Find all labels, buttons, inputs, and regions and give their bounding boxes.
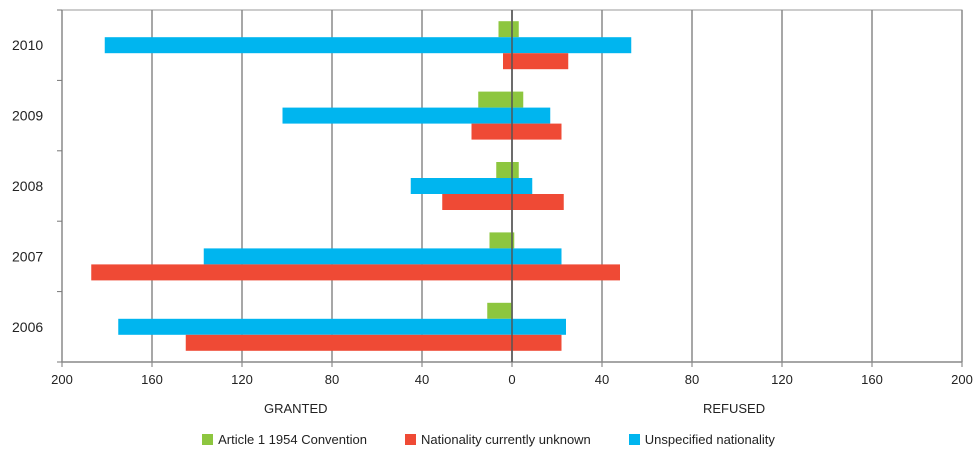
x-tick-label: 40 (415, 372, 429, 387)
bar-granted (478, 91, 512, 108)
bar-granted (282, 107, 512, 124)
granted-label: GRANTED (264, 401, 328, 416)
bar-granted (104, 37, 512, 54)
bar-granted (503, 53, 512, 70)
legend-swatch-article (202, 434, 214, 445)
bar-refused (512, 107, 551, 124)
bar-refused (512, 318, 566, 335)
x-tick-label: 200 (951, 372, 973, 387)
x-tick-label: 160 (141, 372, 163, 387)
x-tick-label: 80 (685, 372, 699, 387)
legend-swatch-unknown (404, 434, 416, 445)
y-tick-label: 2007 (12, 248, 43, 264)
x-tick-label: 40 (595, 372, 609, 387)
bar-refused (512, 123, 562, 140)
bar-granted (442, 194, 512, 210)
bar-refused (512, 37, 632, 54)
x-tick-label: 160 (861, 372, 883, 387)
legend-item-unspecified: Unspecified nationality (628, 432, 775, 447)
x-tick-label: 80 (325, 372, 339, 387)
bar-refused (512, 264, 620, 281)
bar-refused (512, 53, 569, 70)
bar-refused (512, 162, 519, 178)
bar-granted (118, 318, 512, 335)
bar-granted (487, 302, 512, 319)
bar-granted (203, 248, 512, 265)
bar-refused (512, 21, 519, 38)
refused-label: REFUSED (703, 401, 766, 416)
bar-refused (512, 91, 524, 108)
bar-granted (91, 264, 512, 281)
x-tick-label: 0 (508, 372, 515, 387)
bar-refused (512, 194, 564, 210)
bar-granted (185, 334, 512, 351)
y-tick-label: 2010 (12, 37, 43, 53)
bar-refused (512, 248, 562, 265)
y-tick-label: 2009 (12, 108, 43, 124)
x-tick-label: 120 (231, 372, 253, 387)
bar-refused (512, 232, 515, 249)
bar-refused (512, 334, 562, 351)
y-tick-label: 2008 (12, 178, 43, 194)
legend-swatch-unspecified (628, 434, 640, 445)
legend-item-article: Article 1 1954 Convention (202, 432, 367, 447)
legend-label-unspecified: Unspecified nationality (644, 432, 775, 447)
legend-label-unknown: Nationality currently unknown (420, 432, 591, 447)
x-tick-label: 200 (51, 372, 73, 387)
x-tick-label: 120 (771, 372, 793, 387)
bar-refused (512, 178, 533, 194)
bar-granted (498, 21, 512, 38)
bar-granted (496, 162, 512, 178)
bar-granted (410, 178, 512, 194)
bar-granted (471, 123, 512, 140)
y-tick-label: 2006 (12, 319, 43, 335)
bar-granted (489, 232, 512, 249)
legend-item-unknown: Nationality currently unknown (404, 432, 591, 447)
legend-label-article: Article 1 1954 Convention (218, 432, 367, 447)
legend: Article 1 1954 Convention Nationality cu… (0, 432, 977, 447)
